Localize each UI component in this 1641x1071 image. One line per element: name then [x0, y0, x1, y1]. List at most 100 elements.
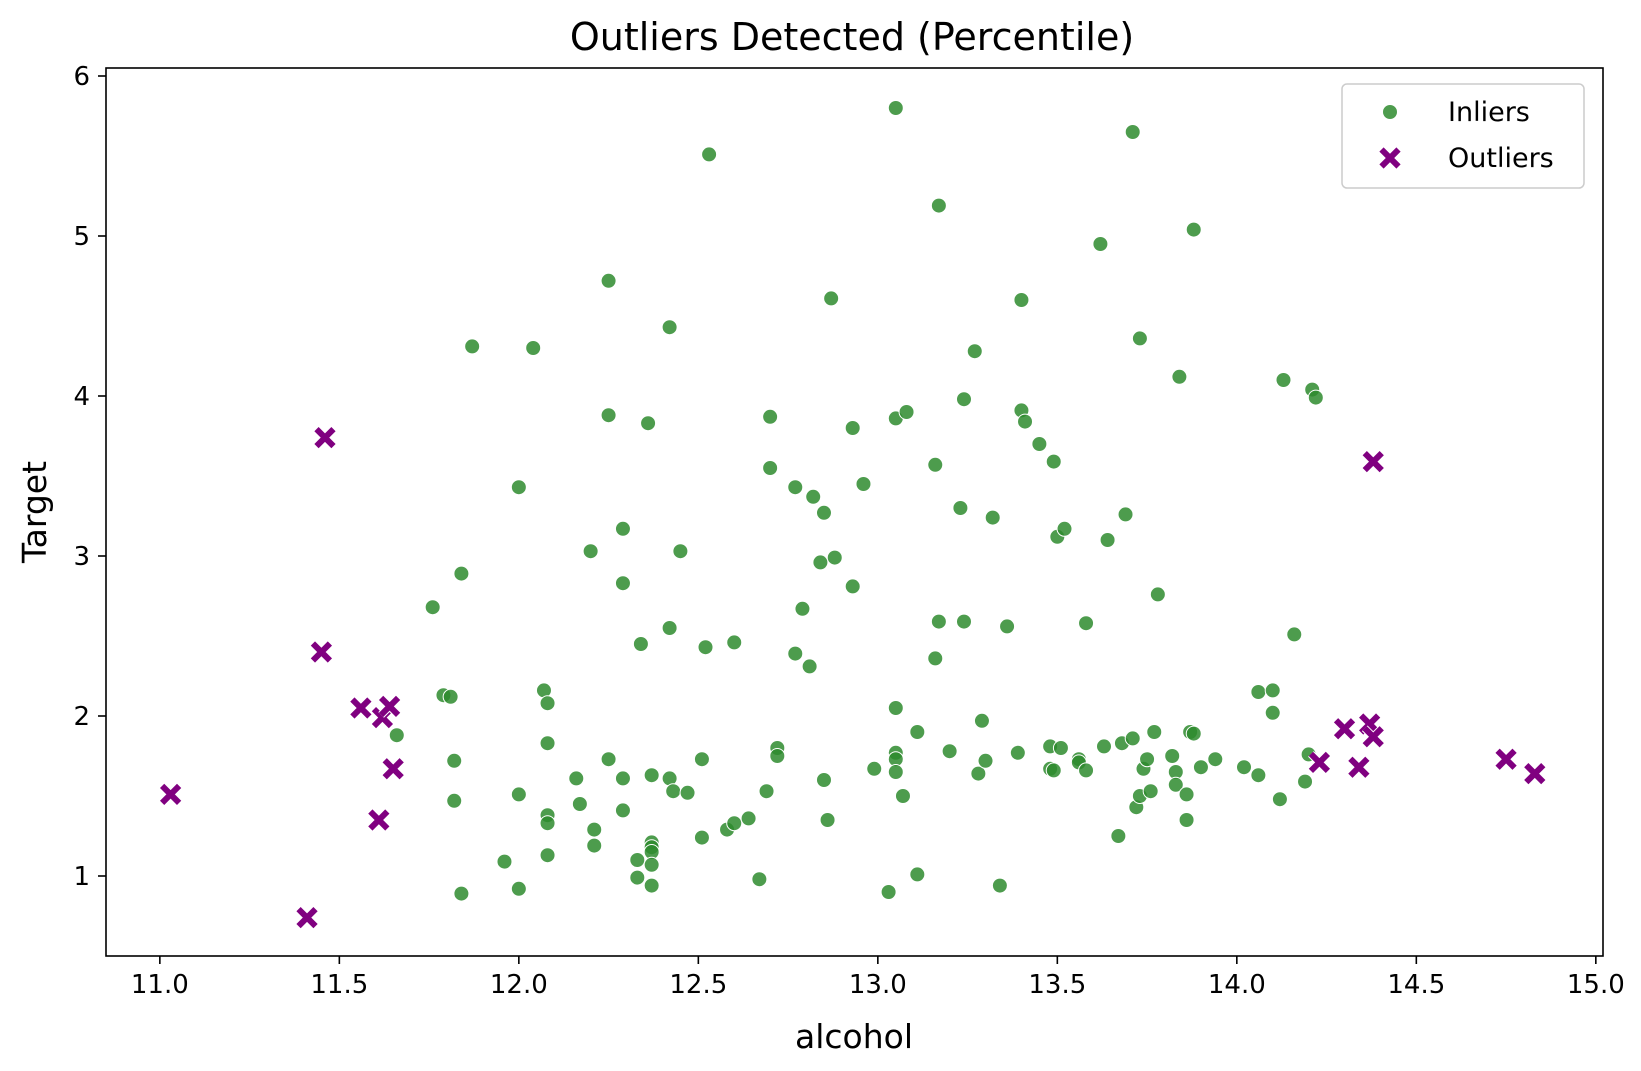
inlier-point — [539, 847, 556, 864]
inlier-point — [826, 549, 843, 566]
inlier-point — [977, 752, 994, 769]
inlier-point — [955, 613, 972, 630]
data-marks — [159, 100, 1547, 929]
inlier-point — [701, 146, 718, 163]
inlier-point — [726, 815, 743, 832]
inlier-point — [1117, 506, 1134, 523]
inlier-point — [1142, 783, 1159, 800]
inlier-point — [661, 319, 678, 336]
inlier-point — [1185, 221, 1202, 238]
inlier-point — [1017, 413, 1034, 430]
x-tick-label: 13.5 — [1028, 970, 1086, 1000]
x-axis: 11.0 11.5 12.0 12.5 13.0 13.5 14.0 14.5 15.0 — [131, 956, 1625, 1000]
x-tick-label: 13.0 — [849, 970, 907, 1000]
legend-box — [1341, 83, 1585, 189]
inlier-point — [805, 488, 822, 505]
inlier-point — [952, 500, 969, 516]
outlier-marker-stroke — [1308, 751, 1331, 774]
inlier-point — [909, 724, 926, 740]
inlier-point — [600, 272, 617, 289]
legend: Inliers Outliers — [1341, 83, 1585, 189]
inlier-point — [1207, 751, 1224, 768]
outlier-marker-stroke — [1379, 147, 1401, 169]
outlier-point — [1333, 717, 1356, 741]
inlier-point — [1286, 626, 1303, 643]
outlier-marker-stroke — [1362, 726, 1384, 748]
inlier-point — [1171, 368, 1188, 385]
outlier-point — [367, 808, 391, 832]
inlier-point — [665, 783, 682, 800]
inlier-point — [424, 599, 441, 616]
inlier-point — [898, 404, 915, 420]
inlier-point — [887, 100, 904, 116]
inlier-point — [927, 456, 944, 473]
outlier-marker-stroke — [1362, 450, 1384, 473]
inlier-point — [1146, 724, 1163, 740]
inlier-point — [510, 479, 527, 496]
inlier-point — [966, 343, 983, 360]
inlier-point — [855, 476, 872, 492]
outlier-marker-stroke — [368, 809, 390, 831]
inlier-point — [600, 407, 617, 424]
inlier-point — [769, 748, 786, 764]
inlier-point — [388, 727, 405, 744]
inlier-point — [679, 784, 696, 801]
inlier-point — [801, 658, 818, 675]
inlier-point — [571, 796, 588, 812]
inlier-point — [446, 792, 463, 809]
inlier-point — [525, 340, 542, 356]
x-tick-label: 12.0 — [490, 970, 548, 1000]
inlier-point — [1149, 586, 1166, 603]
outlier-marker-stroke — [350, 697, 372, 719]
inlier-point — [999, 618, 1016, 635]
outlier-marker-stroke — [314, 426, 336, 449]
chart-title: Outliers Detected (Percentile) — [570, 15, 1134, 59]
x-axis-title: alcohol — [795, 1017, 913, 1056]
inlier-point — [1139, 751, 1156, 768]
inlier-point — [887, 764, 904, 780]
inlier-point — [697, 639, 714, 656]
inlier-point — [1031, 436, 1048, 452]
inlier-point — [1056, 520, 1073, 537]
outlier-point — [349, 696, 373, 720]
outlier-point — [1361, 450, 1385, 473]
inlier-point — [930, 197, 947, 214]
inlier-point — [984, 509, 1001, 526]
inlier-point — [1297, 773, 1314, 790]
inlier-point — [614, 520, 631, 537]
inlier-point — [909, 866, 926, 883]
inlier-point — [693, 829, 710, 846]
inlier-point — [1009, 744, 1026, 761]
inlier-point — [887, 700, 904, 716]
inlier-point — [1096, 738, 1112, 755]
inlier-point — [894, 788, 911, 804]
outlier-point — [159, 783, 182, 806]
inlier-point — [600, 751, 617, 768]
inlier-point — [568, 770, 585, 787]
inlier-point — [1236, 759, 1253, 776]
inlier-point — [758, 783, 775, 800]
legend-label: Outliers — [1448, 143, 1554, 174]
inlier-point — [1052, 740, 1069, 756]
inlier-point — [823, 290, 840, 307]
inlier-point — [453, 885, 470, 902]
x-tick-label: 14.5 — [1387, 970, 1445, 1000]
inlier-point — [643, 877, 660, 894]
inlier-point — [1250, 767, 1267, 784]
inlier-point — [1271, 791, 1288, 808]
inlier-point — [787, 479, 804, 496]
outlier-point — [295, 906, 319, 929]
y-axis-title: Target — [15, 461, 54, 564]
inlier-point — [464, 338, 481, 355]
outlier-marker-stroke — [1348, 756, 1370, 778]
inlier-point — [866, 760, 883, 777]
inlier-point — [1013, 292, 1030, 308]
inlier-point — [930, 613, 947, 630]
inlier-point — [844, 420, 861, 436]
inlier-point — [1250, 684, 1267, 700]
inlier-point — [539, 735, 556, 752]
outlier-point — [313, 426, 337, 449]
inlier-point — [446, 752, 463, 769]
inlier-point — [880, 884, 897, 900]
inlier-point — [927, 650, 944, 667]
